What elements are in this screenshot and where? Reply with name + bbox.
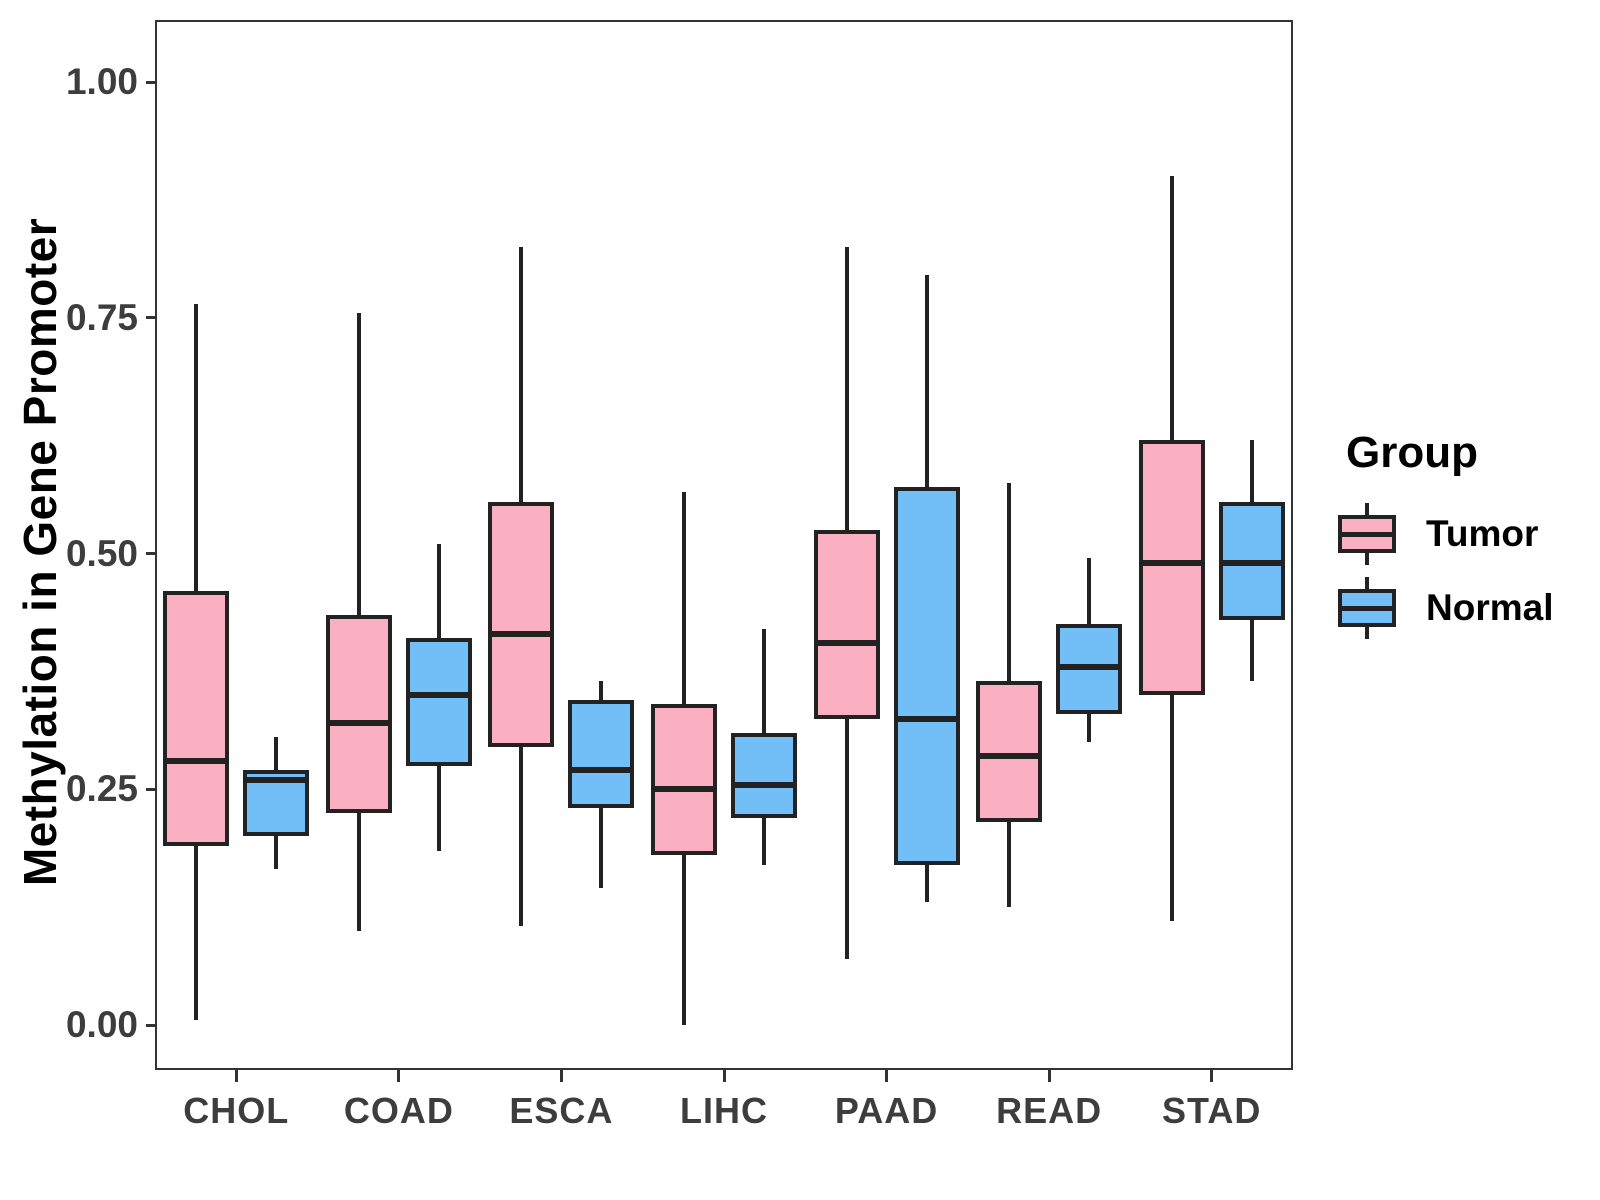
boxplot-key-icon (1338, 577, 1396, 639)
box-tumor-coad (325, 614, 392, 813)
y-tick-label: 0.25 (65, 768, 138, 810)
x-tick-label-esca: ESCA (509, 1090, 614, 1131)
median-normal-chol (247, 776, 306, 783)
x-tick-label-lihc: LIHC (680, 1090, 768, 1131)
box-tumor-stad (1138, 440, 1205, 695)
x-tick-mark (1210, 1070, 1214, 1082)
y-tick-label: 0.75 (65, 296, 138, 338)
x-tick-mark (722, 1070, 726, 1082)
box-tumor-lihc (651, 704, 717, 856)
plot-panel (155, 20, 1293, 1070)
median-tumor-read (980, 753, 1039, 760)
median-tumor-chol (167, 757, 226, 764)
median-normal-paad (897, 715, 956, 722)
legend-label-tumor: Tumor (1426, 513, 1539, 554)
legend-label-normal: Normal (1426, 587, 1554, 628)
key-median (1342, 532, 1392, 537)
y-tick-mark (146, 1023, 155, 1027)
y-tick-mark (146, 552, 155, 555)
x-tick-mark (1047, 1070, 1051, 1082)
y-tick-label: 0.50 (65, 532, 138, 574)
median-normal-coad (409, 691, 468, 698)
x-tick-label-paad: PAAD (834, 1090, 939, 1131)
median-tumor-paad (817, 640, 876, 647)
box-normal-lihc (731, 732, 797, 818)
x-tick-label-stad: STAD (1162, 1090, 1262, 1131)
x-tick-mark (234, 1070, 238, 1082)
y-tick-label: 0.00 (65, 1004, 138, 1045)
box-tumor-esca (488, 501, 555, 747)
box-tumor-chol (163, 591, 230, 846)
x-tick-mark (397, 1070, 401, 1082)
y-tick-label: 1.00 (65, 61, 138, 102)
median-normal-read (1060, 663, 1119, 670)
median-normal-stad (1222, 559, 1281, 566)
median-normal-lihc (735, 781, 793, 788)
legend-row-normal: Normal (1330, 576, 1600, 640)
median-tumor-esca (492, 630, 551, 637)
boxplot-key-icon (1338, 503, 1396, 565)
median-normal-esca (572, 767, 631, 774)
median-tumor-coad (329, 720, 388, 727)
x-tick-mark (559, 1070, 563, 1082)
key-median (1342, 606, 1392, 611)
x-tick-label-coad: COAD (343, 1090, 454, 1131)
median-tumor-lihc (655, 786, 713, 793)
box-normal-paad (893, 487, 960, 865)
box-tumor-paad (813, 529, 880, 719)
x-tick-label-read: READ (996, 1090, 1103, 1131)
box-normal-coad (405, 638, 472, 766)
legend: Group Tumor Normal (1330, 428, 1600, 650)
legend-row-tumor: Tumor (1330, 502, 1600, 566)
legend-title: Group (1346, 428, 1478, 477)
y-tick-mark (146, 316, 155, 320)
y-tick-mark (146, 80, 155, 84)
y-tick-mark (146, 787, 155, 791)
x-tick-label-chol: CHOL (183, 1090, 290, 1131)
box-normal-esca (568, 699, 635, 809)
box-tumor-read (976, 680, 1043, 823)
median-tumor-stad (1142, 559, 1201, 566)
legend-rows: Tumor Normal (1330, 502, 1600, 640)
x-tick-mark (885, 1070, 889, 1082)
